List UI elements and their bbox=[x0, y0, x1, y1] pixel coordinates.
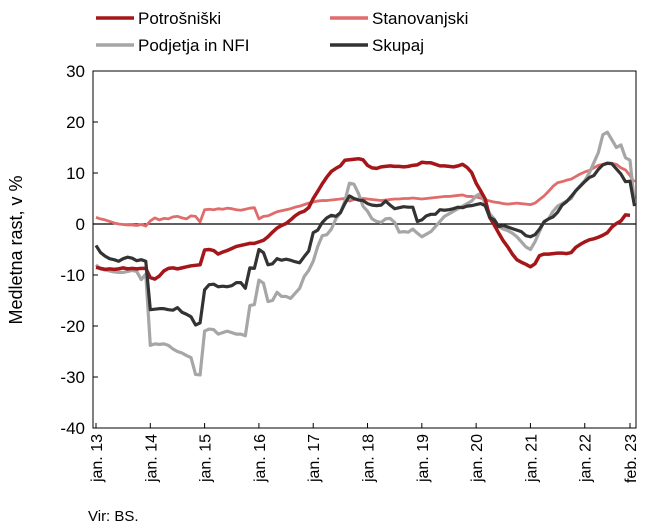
source-note: Vir: BS. bbox=[88, 508, 139, 525]
plot-area bbox=[92, 70, 637, 429]
y-tick-label: 20 bbox=[66, 113, 85, 132]
legend-label: Skupaj bbox=[372, 36, 424, 55]
y-tick-label: -20 bbox=[60, 317, 85, 336]
x-tick-label: jan. 18 bbox=[361, 434, 378, 483]
series-line bbox=[94, 161, 637, 327]
x-tick-label: jan. 19 bbox=[415, 434, 432, 483]
series-line bbox=[95, 156, 631, 281]
x-tick-label: jan. 15 bbox=[198, 434, 215, 483]
y-tick-label: 30 bbox=[66, 62, 85, 81]
x-tick-label: jan. 14 bbox=[143, 434, 160, 483]
legend-label: Stanovanjski bbox=[372, 9, 468, 28]
x-tick-label: jan. 20 bbox=[469, 434, 486, 483]
plot-frame bbox=[92, 70, 637, 429]
y-tick-label: -40 bbox=[60, 419, 85, 438]
legend-label: Potrošniški bbox=[138, 9, 221, 28]
legend-label: Podjetja in NFI bbox=[138, 36, 250, 55]
y-axis-title: Medletna rast, v % bbox=[6, 175, 26, 324]
x-tick-label: jan. 13 bbox=[89, 434, 106, 483]
y-tick-label: -10 bbox=[60, 266, 85, 285]
x-tick-label: jan. 16 bbox=[252, 434, 269, 483]
x-tick-label: jan. 22 bbox=[578, 434, 595, 483]
series-line bbox=[95, 161, 636, 228]
y-tick-label: -30 bbox=[60, 368, 85, 387]
x-tick-label: feb. 23 bbox=[623, 434, 640, 483]
y-tick-label: 10 bbox=[66, 164, 85, 183]
legend: Potrošniški Stanovanjski Podjetja in NFI Sk… bbox=[96, 9, 468, 55]
y-axis: 30 20 10 0 -10 -20 -30 -40 bbox=[60, 62, 98, 438]
x-tick-label: jan. 17 bbox=[306, 434, 323, 483]
x-axis: jan. 13 jan. 14 jan. 15 jan. 16 jan. 17 jan. … bbox=[89, 423, 640, 483]
y-tick-label: 0 bbox=[76, 215, 85, 234]
x-tick-label: jan. 21 bbox=[523, 434, 540, 483]
